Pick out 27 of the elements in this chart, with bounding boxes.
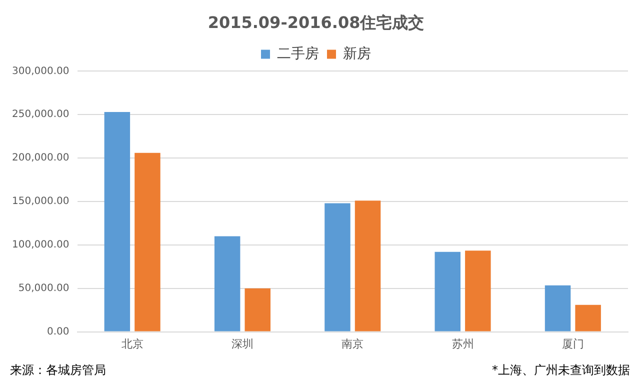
y-tick-label: 150,000.00 xyxy=(12,196,70,208)
y-tick-label: 300,000.00 xyxy=(12,66,70,77)
chart-title: 2015.09-2016.08住宅成交 xyxy=(208,12,424,32)
legend-label: 二手房 xyxy=(277,46,319,62)
bar xyxy=(104,112,130,332)
bar xyxy=(354,200,381,332)
y-tick-label: 250,000.00 xyxy=(12,109,70,120)
bar xyxy=(134,152,160,332)
x-tick-label: 苏州 xyxy=(452,337,474,350)
x-tick-label: 厦门 xyxy=(562,337,584,350)
x-tick-label: 南京 xyxy=(342,337,364,350)
bar xyxy=(575,304,601,332)
bar xyxy=(324,203,350,332)
source-note: 来源：各城房管局 xyxy=(10,363,106,378)
y-tick-label: 100,000.00 xyxy=(12,240,70,251)
bar xyxy=(214,236,240,332)
legend-label: 新房 xyxy=(343,46,371,62)
x-tick-label: 深圳 xyxy=(231,337,254,350)
bar xyxy=(544,285,571,332)
text: *上海、广州未查询到数据 xyxy=(492,363,630,378)
y-tick-label: 0.00 xyxy=(46,326,70,338)
bar xyxy=(434,252,461,332)
x-tick-label: 北京 xyxy=(121,337,144,350)
y-tick-label: 50,000.00 xyxy=(18,282,70,294)
bar xyxy=(244,288,270,332)
bar xyxy=(465,250,491,332)
y-tick-label: 200,000.00 xyxy=(12,152,70,164)
